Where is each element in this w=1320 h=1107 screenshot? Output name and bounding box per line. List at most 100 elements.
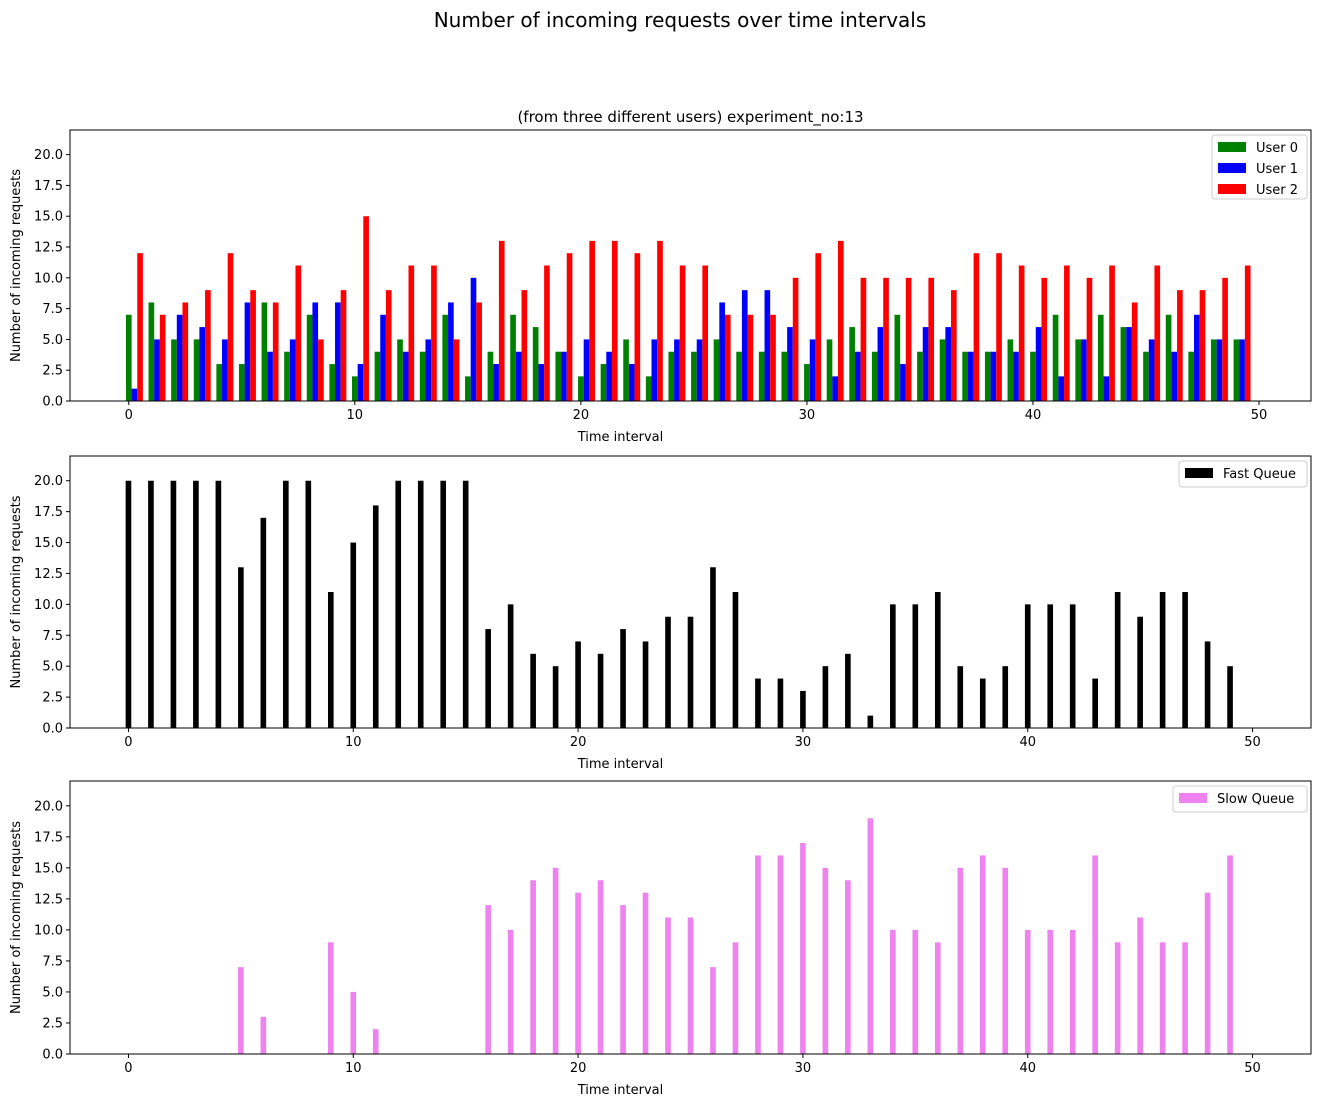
bar [578, 376, 584, 401]
bar [871, 351, 878, 401]
bar [1227, 666, 1233, 728]
bar [990, 351, 997, 401]
bar [1041, 277, 1048, 401]
bar [532, 327, 539, 401]
bar [890, 929, 896, 1054]
x-tick-label: 10 [345, 1061, 362, 1076]
bar [1159, 592, 1166, 728]
bar [928, 277, 935, 401]
bar [312, 302, 319, 401]
bar [1126, 327, 1132, 401]
figure-title: Number of incoming requests over time in… [434, 8, 927, 32]
y-axis-label: Number of incoming requests [9, 821, 24, 1014]
x-tick-label: 30 [795, 1061, 812, 1076]
bar [732, 942, 739, 1054]
legend: Slow Queue [1172, 785, 1308, 813]
bar [521, 290, 528, 401]
bar [1047, 604, 1054, 728]
bar [696, 339, 703, 401]
y-tick-label: 20.0 [34, 799, 63, 814]
bar [679, 265, 686, 401]
bar [170, 480, 177, 728]
bar [357, 364, 364, 401]
bar [597, 653, 604, 728]
bar [1120, 327, 1127, 401]
bar [350, 542, 357, 728]
y-tick-label: 0.0 [42, 395, 63, 410]
bar [575, 892, 581, 1054]
bar [687, 917, 694, 1054]
x-axis-label: Time interval [577, 430, 664, 445]
bar [555, 351, 562, 401]
bar [260, 517, 267, 728]
bar [1159, 942, 1166, 1054]
axes-frame [69, 129, 1312, 402]
bar [476, 302, 482, 401]
bar [1182, 942, 1188, 1054]
bar [329, 364, 336, 401]
bar [272, 302, 279, 401]
bar [1018, 265, 1025, 401]
bar [665, 917, 671, 1054]
bar [440, 480, 447, 728]
bar [1002, 666, 1009, 728]
bar [227, 253, 234, 401]
legend-label: User 0 [1256, 141, 1298, 156]
x-tick-label: 50 [1251, 408, 1268, 423]
bar [250, 290, 256, 401]
bar [1030, 351, 1036, 401]
bar [934, 592, 941, 728]
bar [238, 567, 244, 728]
bar [148, 480, 154, 728]
x-axis-label: Time interval [577, 757, 664, 772]
bar [957, 867, 964, 1054]
bar [283, 480, 289, 728]
y-tick-label: 10.0 [34, 923, 63, 938]
bar [1081, 339, 1087, 401]
legend: Fast Queue [1178, 460, 1308, 488]
bar [538, 364, 545, 401]
bar [340, 290, 347, 401]
bar [777, 855, 784, 1054]
bar [1064, 265, 1070, 401]
legend-swatch [1179, 793, 1207, 803]
bar [1171, 351, 1178, 401]
y-axis-label: Number of incoming requests [9, 495, 24, 688]
bar [215, 480, 222, 728]
bar [289, 339, 296, 401]
legend-label: User 2 [1256, 183, 1298, 198]
bar [620, 629, 626, 728]
bar [295, 265, 302, 401]
bar [883, 277, 889, 401]
x-tick-label: 30 [795, 735, 812, 750]
series-slow-queue [238, 818, 1233, 1054]
bar [397, 339, 403, 401]
bar [822, 867, 829, 1054]
legend-frame [1178, 460, 1308, 488]
bar [1194, 314, 1200, 401]
bar [867, 818, 874, 1054]
y-tick-label: 17.5 [34, 505, 63, 520]
bar [934, 942, 941, 1054]
bar [575, 641, 581, 728]
bar [148, 302, 155, 401]
bar [917, 351, 923, 401]
bar [131, 388, 138, 401]
bar [832, 376, 838, 401]
legend-swatch [1218, 142, 1246, 152]
bar [583, 339, 590, 401]
bar [530, 880, 536, 1054]
bar [171, 339, 177, 401]
bar [800, 843, 806, 1054]
axes-1: 0 10 20 30 40 50 0.0 2.5 5.0 7.5 10.0 12.5 15.0 17.5 2… [9, 455, 1312, 772]
bar [967, 351, 974, 401]
bar [645, 376, 652, 401]
bar [1069, 929, 1076, 1054]
bar [1210, 339, 1217, 401]
bar [973, 253, 980, 401]
axes-2: 0 10 20 30 40 50 0.0 2.5 5.0 7.5 10.0 12.5 15.0 17.5 2… [9, 780, 1312, 1098]
bar [351, 376, 358, 401]
bar [1204, 892, 1211, 1054]
bar [1131, 302, 1138, 401]
